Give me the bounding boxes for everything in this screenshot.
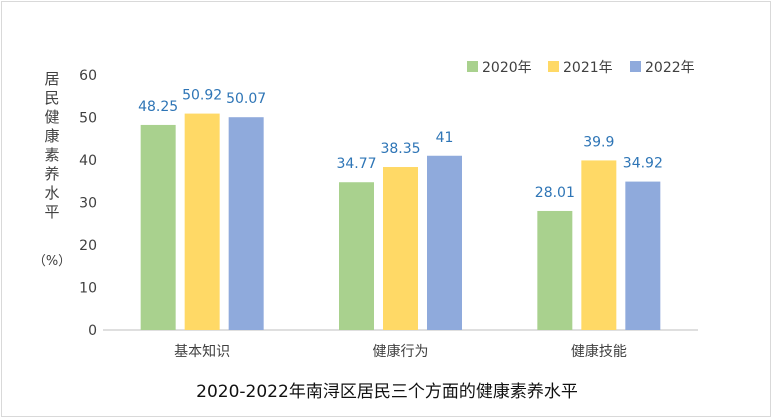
y-axis-label: 居民健康素养水平 xyxy=(44,70,60,221)
y-tick-label: 10 xyxy=(79,281,97,297)
bar xyxy=(184,113,220,330)
data-label: 50.92 xyxy=(182,88,222,104)
y-axis-unit: （%） xyxy=(32,254,72,269)
data-label: 34.92 xyxy=(623,156,663,172)
x-tick-label: 健康技能 xyxy=(571,343,627,360)
data-label: 38.35 xyxy=(380,141,420,157)
y-tick-label: 40 xyxy=(79,153,97,169)
chart-title: 2020-2022年南浔区居民三个方面的健康素养水平 xyxy=(196,382,578,402)
x-tick-label: 健康行为 xyxy=(373,343,429,360)
data-label: 48.25 xyxy=(138,99,178,115)
bar xyxy=(140,124,176,330)
legend-label: 2021年 xyxy=(563,60,613,76)
data-label: 34.77 xyxy=(336,156,376,172)
bar xyxy=(537,210,573,330)
y-tick-label: 0 xyxy=(88,323,97,339)
legend-swatch xyxy=(630,61,641,72)
data-label: 39.9 xyxy=(583,134,614,150)
legend-label: 2020年 xyxy=(482,60,532,76)
data-label: 28.01 xyxy=(535,185,575,201)
y-tick-label: 50 xyxy=(79,111,97,127)
bar xyxy=(625,181,661,330)
bar xyxy=(581,160,617,330)
bar xyxy=(339,182,374,330)
y-tick-label: 20 xyxy=(79,238,97,254)
y-tick-label: 60 xyxy=(79,68,97,84)
data-label: 50.07 xyxy=(226,91,266,107)
y-tick-label: 30 xyxy=(79,196,97,212)
bar xyxy=(383,167,418,330)
legend-label: 2022年 xyxy=(645,60,695,76)
bar xyxy=(427,155,462,330)
legend-swatch xyxy=(467,61,478,72)
data-label: 41 xyxy=(436,130,454,146)
x-tick-label: 基本知识 xyxy=(174,343,230,360)
bar xyxy=(228,117,264,330)
y-axis-title: 居民健康素养水平 （%） xyxy=(33,70,71,269)
legend-swatch xyxy=(548,61,559,72)
